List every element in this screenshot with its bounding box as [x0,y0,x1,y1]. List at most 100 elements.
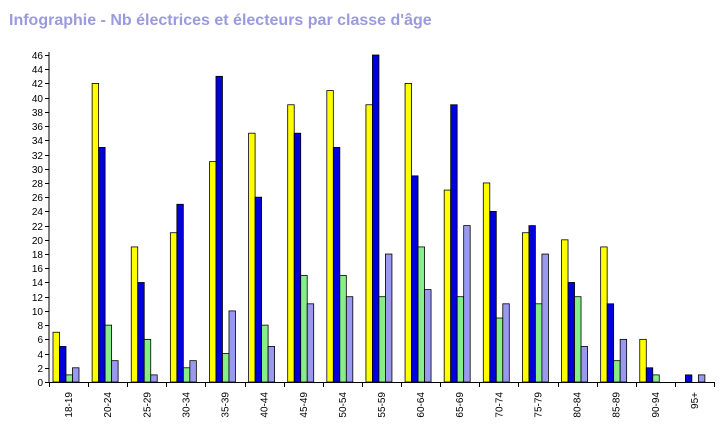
bar [482,182,491,383]
bar [287,104,295,383]
bar [600,246,608,383]
x-tick-label: 50-54 [338,392,349,418]
bar [378,296,386,383]
y-tick-label: 24 [32,207,44,218]
y-tick-label: 10 [32,307,44,318]
bar [567,282,575,383]
bar [561,239,569,383]
bar [489,210,497,383]
bar [300,274,308,383]
bar [619,338,628,383]
y-tick-label: 36 [32,122,44,133]
x-tick-label: 45-49 [299,392,310,418]
bar [385,253,393,383]
y-tick-label: 28 [32,179,44,190]
bar [222,353,230,383]
bar [72,367,80,383]
bar [450,104,458,383]
bar [541,253,549,383]
bar [209,161,217,383]
y-tick-label: 38 [32,108,44,119]
y-tick-label: 20 [32,236,44,247]
bar [267,346,275,383]
bar [574,296,582,383]
bar [248,132,256,383]
chart-title: Infographie - Nb électrices et électeurs… [9,12,432,29]
bar [652,374,660,383]
y-tick-label: 0 [37,378,43,389]
y-tick-label: 26 [32,193,44,204]
x-tick-label: 35-39 [221,392,232,418]
bar [606,303,615,383]
y-tick-label: 2 [37,364,43,375]
bar [59,346,67,383]
bar [404,83,412,383]
y-tick-label: 34 [32,136,44,147]
bar [65,374,73,383]
y-tick-label: 22 [32,222,44,233]
bar [580,346,588,383]
x-tick-label: 70-74 [494,392,505,418]
bar [502,303,510,383]
x-tick-label: 60-64 [416,392,427,418]
x-tick-label: 75-79 [533,392,544,418]
x-tick-label: 65-69 [455,392,466,418]
bar [169,232,178,383]
bar [130,246,139,383]
bar [228,310,236,383]
x-tick-label: 55-59 [377,392,388,418]
bar [189,360,197,383]
x-tick-label: 80-84 [573,392,584,418]
y-tick-label: 4 [37,350,43,361]
bar [424,289,432,383]
bar [463,225,471,383]
bar [528,225,536,383]
bar [339,274,347,383]
bar [52,331,60,383]
bar [613,360,621,383]
x-axis: 18-19 20-24 25-29 30-34 35-39 40-44 45-49 50-54… [49,382,715,418]
bar [98,147,106,383]
y-tick-label: 6 [37,335,43,346]
x-tick-label: 25-29 [142,392,153,418]
bar [535,303,543,383]
y-tick-label: 32 [32,151,44,162]
bar [182,367,191,383]
y-tick-label: 42 [32,79,44,90]
bar [372,54,380,383]
bar [495,317,504,383]
bar [143,338,152,383]
x-tick-label: 85-89 [612,392,623,418]
bar [261,324,269,383]
bar [293,132,302,383]
y-tick-label: 44 [32,65,44,76]
bar [176,203,184,383]
bar [326,90,334,383]
bar [215,75,223,383]
bar [306,303,315,383]
x-tick-label: 18-19 [64,392,75,418]
bar-series [52,54,706,383]
bar [684,374,693,383]
x-tick-label: 90-94 [651,392,662,418]
x-tick-label: 30-34 [181,392,192,418]
bar [522,232,530,383]
y-tick-label: 8 [37,321,43,332]
bar [345,296,354,383]
bar [137,282,145,383]
bar [111,360,119,383]
x-tick-label: 40-44 [260,392,271,418]
y-axis: 0246810121416182022242628303234363840424… [32,51,50,389]
y-tick-label: 18 [32,250,44,261]
y-tick-label: 30 [32,165,44,176]
bar [91,83,100,383]
bar [150,374,158,383]
bar [417,246,425,383]
bar [332,147,341,383]
x-tick-label: 95+ [690,392,701,409]
y-tick-label: 16 [32,264,44,275]
y-tick-label: 40 [32,94,44,105]
y-tick-label: 12 [32,293,44,304]
bar [456,296,465,383]
